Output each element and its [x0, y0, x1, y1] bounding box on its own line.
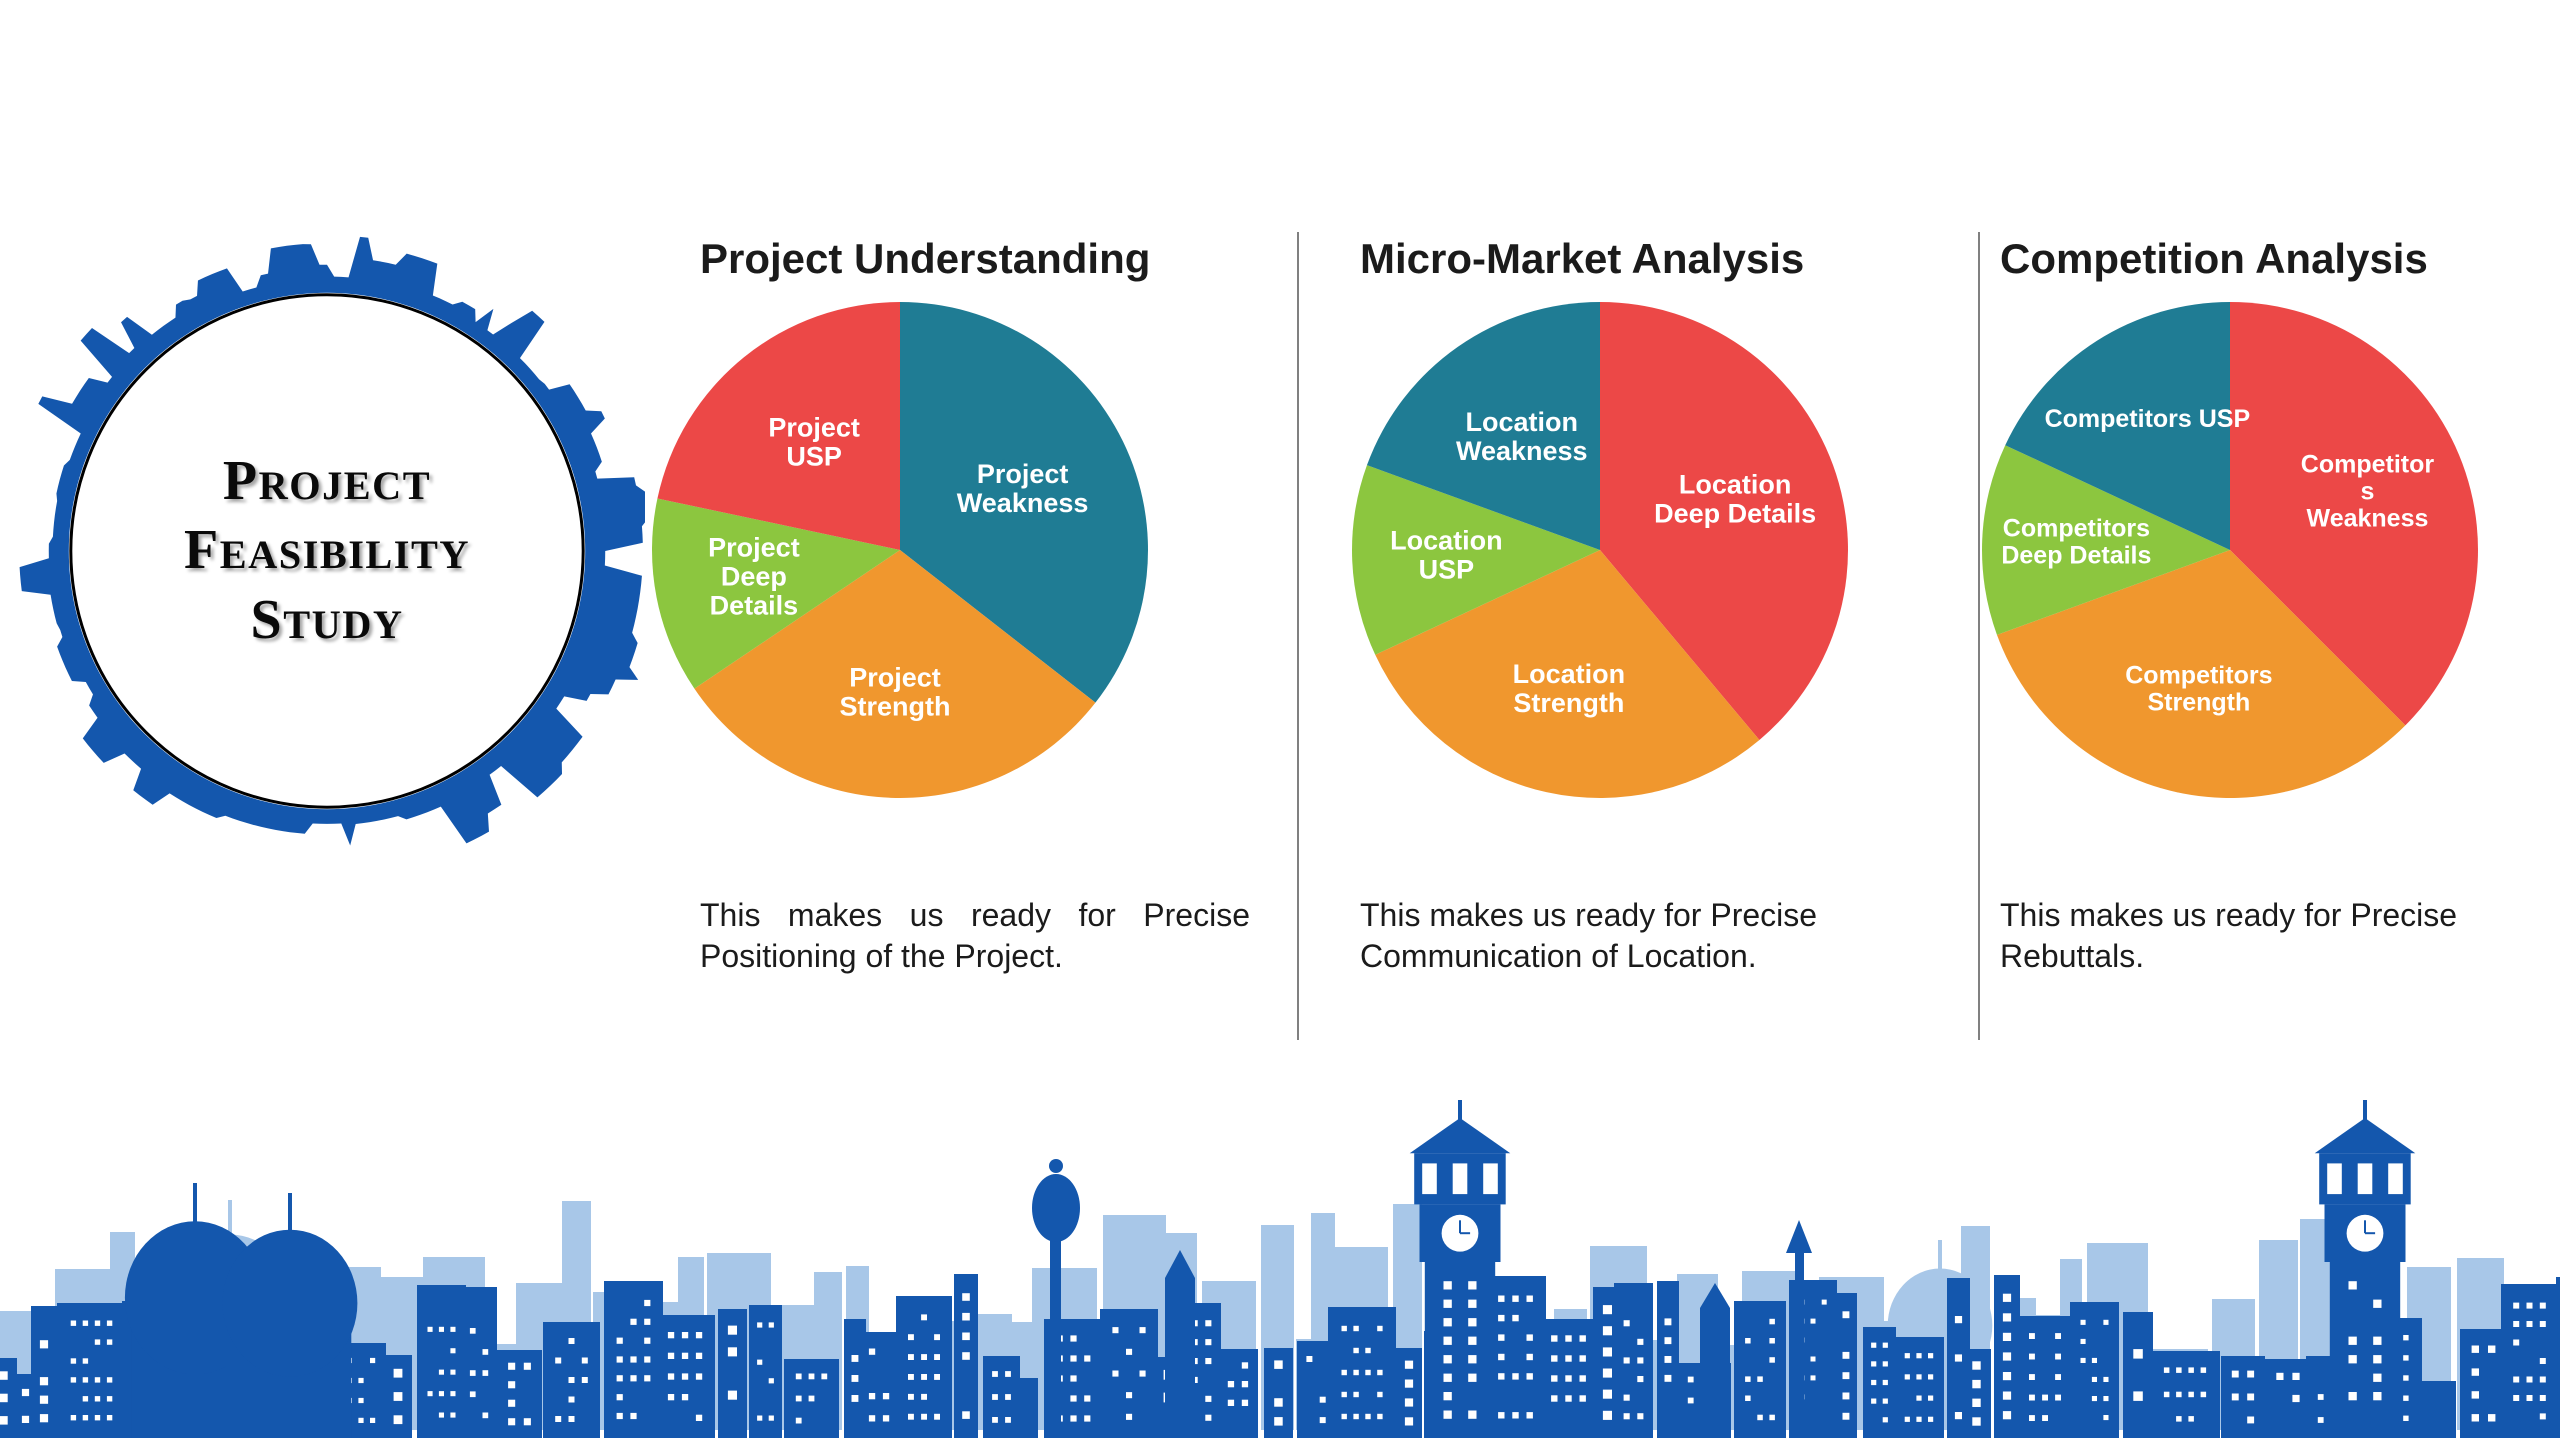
- svg-text:Strength: Strength: [839, 691, 950, 721]
- svg-text:Strength: Strength: [2147, 689, 2250, 717]
- svg-text:Competitors: Competitors: [2125, 662, 2272, 690]
- svg-text:Project: Project: [768, 413, 860, 443]
- svg-text:Location: Location: [1390, 525, 1503, 555]
- svg-text:Competitor: Competitor: [2301, 451, 2435, 479]
- svg-text:s: s: [2361, 478, 2375, 506]
- svg-text:Project: Project: [849, 662, 941, 692]
- svg-text:Weakness: Weakness: [957, 488, 1089, 518]
- svg-text:Location: Location: [1466, 407, 1579, 437]
- svg-text:Weakness: Weakness: [2307, 505, 2429, 533]
- svg-text:Location: Location: [1679, 469, 1792, 499]
- svg-text:Competitors: Competitors: [2003, 514, 2150, 542]
- svg-text:Strength: Strength: [1513, 688, 1624, 718]
- svg-text:Location: Location: [1513, 659, 1626, 689]
- svg-text:Project: Project: [977, 459, 1069, 489]
- svg-text:Deep Details: Deep Details: [1654, 499, 1816, 529]
- svg-text:Deep: Deep: [721, 562, 787, 592]
- svg-text:Deep Details: Deep Details: [2001, 541, 2151, 569]
- svg-text:USP: USP: [1419, 554, 1475, 584]
- svg-text:Weakness: Weakness: [1456, 436, 1588, 466]
- svg-text:Details: Details: [710, 591, 799, 621]
- svg-text:USP: USP: [786, 442, 842, 472]
- svg-text:Project: Project: [708, 532, 800, 562]
- svg-text:Competitors USP: Competitors USP: [2045, 405, 2251, 433]
